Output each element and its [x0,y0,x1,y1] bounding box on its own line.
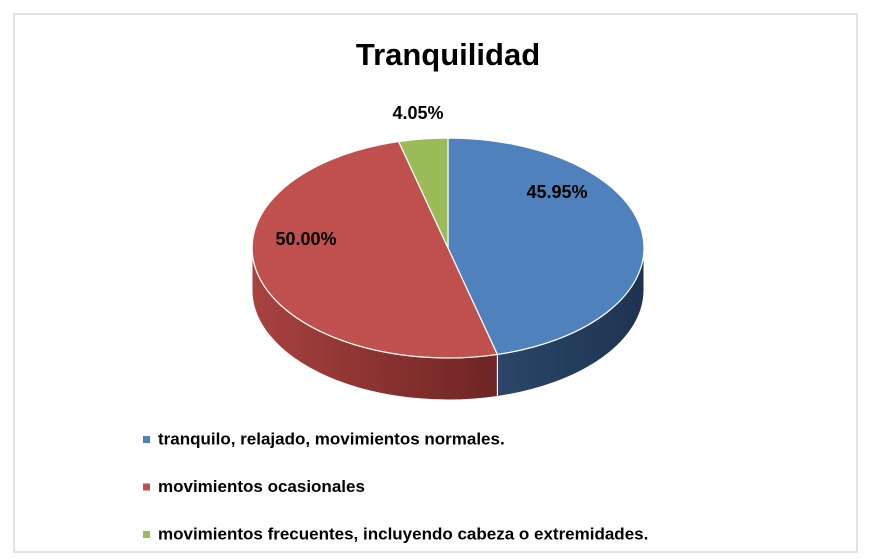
data-label: 45.95% [526,182,587,202]
legend-label: movimientos frecuentes, incluyendo cabez… [158,524,648,543]
chart-title: Tranquilidad [356,37,540,72]
legend-label: tranquilo, relajado, movimientos normale… [158,429,505,448]
slice [447,137,645,356]
slice [397,137,449,249]
legend-swatch [143,436,150,443]
slice [251,140,499,359]
legend-label: movimientos ocasionales [158,477,365,496]
data-label: 50.00% [275,229,336,249]
legend-swatch [143,483,150,491]
legend-swatch [143,531,150,538]
data-label: 4.05% [392,103,443,123]
